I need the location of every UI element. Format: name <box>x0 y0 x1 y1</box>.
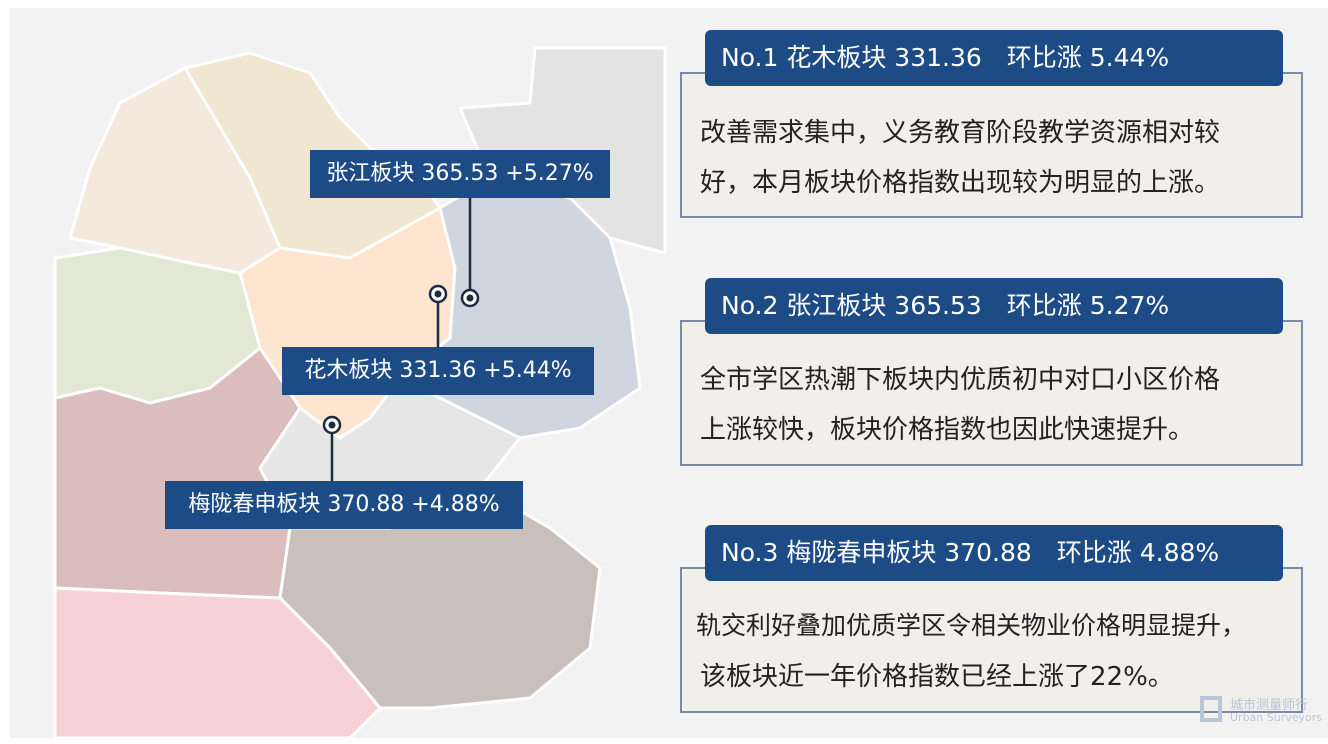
card-text: 全市学区热潮下板块内优质初中对口小区价格 <box>700 365 1221 395</box>
watermark-logo <box>1200 696 1222 722</box>
map-label: 花木板块 331.36 +5.44% <box>282 347 594 395</box>
card-text: 好，本月板块价格指数出现较为明显的上涨。 <box>700 168 1221 198</box>
pin-dot <box>466 294 474 302</box>
map-label: 梅陇春申板块 370.88 +4.88% <box>165 481 523 529</box>
card-text: 上涨较快，板块价格指数也因此快速提升。 <box>700 415 1195 445</box>
card-text: 改善需求集中，义务教育阶段教学资源相对较 <box>700 118 1221 148</box>
card <box>680 567 1303 713</box>
card-heading: No.2 张江板块 365.53 环比涨 5.27% <box>705 278 1283 334</box>
card <box>680 72 1303 218</box>
infographic: 张江板块 365.53 +5.27% 花木板块 331.36 +5.44% 梅陇… <box>10 8 1328 738</box>
card-heading: No.3 梅陇春申板块 370.88 环比涨 4.88% <box>705 525 1283 581</box>
map-label: 张江板块 365.53 +5.27% <box>310 150 610 198</box>
card <box>680 320 1303 466</box>
pin-dot <box>434 290 442 298</box>
card-text: 轨交利好叠加优质学区令相关物业价格明显提升， <box>696 611 1247 640</box>
card-heading: No.1 花木板块 331.36 环比涨 5.44% <box>705 30 1283 86</box>
watermark-cn: 城市测量师行 <box>1230 698 1309 713</box>
watermark-en: Urban Surveyors <box>1230 711 1323 724</box>
card-text: 该板块近一年价格指数已经上涨了22%。 <box>700 662 1174 692</box>
region <box>53 586 382 738</box>
pin-dot <box>328 421 336 429</box>
